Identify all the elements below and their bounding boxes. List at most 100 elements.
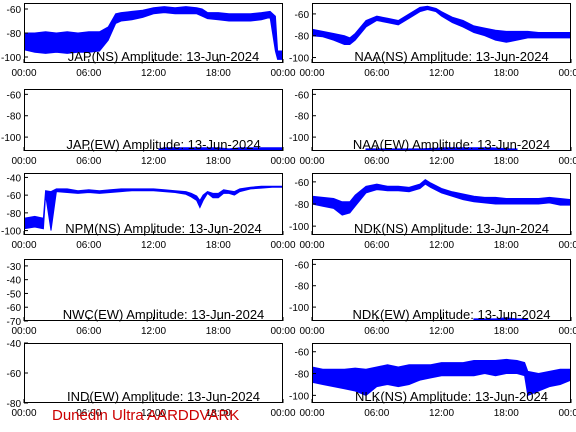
x-tick-label: 06:00 [364, 326, 389, 337]
y-tick-label: -30 [7, 262, 22, 273]
panel-naa-ns: 00:00 06:00 12:00 18:00 00:00 -60 -80 -100 NAA(N… [289, 3, 576, 79]
x-tick-label: 06:00 [76, 156, 101, 167]
amplitude-trace-jap-ew-0 [158, 147, 283, 151]
panel-jap-ns: 00:00 06:00 12:00 18:00 00:00 -60 -80 -100 JAP(N… [1, 3, 296, 79]
x-tick-label: 00:00 [299, 326, 324, 337]
x-tick-label: 00:00 [270, 326, 295, 337]
y-tick-label: -60 [7, 303, 22, 314]
x-tick-label: 18:00 [206, 156, 231, 167]
x-tick-label: 18:00 [494, 156, 519, 167]
x-tick-label: 00:00 [270, 408, 295, 419]
x-tick-label: 00:00 [11, 68, 36, 79]
x-tick-label: 00:00 [270, 68, 295, 79]
x-tick-label: 00:00 [558, 326, 576, 337]
panel-nlk-ns: 00:00 06:00 12:00 18:00 00:00 -60 -80 -100 NLK(N… [289, 343, 576, 419]
amplitude-trace-npm-ns-0 [24, 185, 283, 231]
x-tick-label: 12:00 [141, 240, 166, 251]
x-tick-label: 00:00 [299, 156, 324, 167]
amplitude-trace-jap-ns-0 [24, 6, 283, 60]
y-tick-label: -80 [295, 112, 310, 123]
y-tick-label: -40 [7, 276, 22, 287]
x-tick-label: 18:00 [206, 326, 231, 337]
panel-naa-ew: 00:00 06:00 12:00 18:00 00:00 -60 -80 -100 NAA(E… [289, 89, 576, 167]
x-tick-label: 06:00 [364, 240, 389, 251]
x-tick-label: 12:00 [429, 156, 454, 167]
y-tick-label: -100 [289, 303, 309, 314]
x-tick-label: 18:00 [206, 68, 231, 79]
amplitude-trace-nlk-ns-0 [312, 358, 571, 397]
panel-title: JAP(NS) Amplitude: 13-Jun-2024 [68, 49, 259, 64]
x-tick-label: 00:00 [270, 240, 295, 251]
y-tick-label: -60 [7, 369, 22, 380]
panel-title: NPM(NS) Amplitude: 13-Jun-2024 [65, 221, 262, 236]
y-tick-label: -100 [1, 227, 21, 238]
x-tick-label: 06:00 [364, 68, 389, 79]
x-tick-label: 12:00 [141, 156, 166, 167]
amplitude-trace-naa-ns-0 [312, 5, 571, 45]
x-tick-label: 00:00 [11, 326, 36, 337]
panel-ndk-ew: 00:00 06:00 12:00 18:00 00:00 -60 -80 -100 NDK(E… [289, 259, 576, 337]
y-tick-label: -40 [7, 173, 22, 184]
x-tick-label: 18:00 [494, 240, 519, 251]
y-tick-label: -80 [7, 112, 22, 123]
y-tick-label: -60 [295, 90, 310, 101]
x-tick-label: 18:00 [494, 326, 519, 337]
x-tick-label: 06:00 [76, 240, 101, 251]
x-tick-label: 12:00 [141, 408, 166, 419]
x-tick-label: 12:00 [141, 326, 166, 337]
x-tick-label: 00:00 [11, 408, 36, 419]
x-tick-label: 06:00 [76, 408, 101, 419]
panel-nwc-ew: 00:00 06:00 12:00 18:00 00:00 -30 -40 -50 -60 -70… [7, 259, 296, 337]
x-tick-label: 00:00 [11, 240, 36, 251]
x-tick-label: 00:00 [270, 156, 295, 167]
x-tick-label: 00:00 [299, 408, 324, 419]
x-tick-label: 00:00 [558, 156, 576, 167]
panel-npm-ns: 00:00 06:00 12:00 18:00 00:00 -40 -60 -80 -100 NP… [1, 173, 296, 251]
panel-ind-ew: 00:00 06:00 12:00 18:00 00:00 -40 -60 -80 IND(EW… [7, 339, 296, 419]
x-tick-label: 12:00 [429, 326, 454, 337]
y-tick-label: -100 [1, 53, 21, 64]
y-tick-label: -60 [7, 191, 22, 202]
x-tick-label: 12:00 [429, 408, 454, 419]
panel-title: NDK(EW) Amplitude: 13-Jun-2024 [353, 307, 551, 322]
x-tick-label: 06:00 [76, 326, 101, 337]
y-tick-label: -80 [7, 209, 22, 220]
amplitude-trace-ndk-ew-0 [473, 317, 529, 321]
y-tick-label: -60 [295, 178, 310, 189]
x-tick-label: 18:00 [494, 68, 519, 79]
x-tick-label: 18:00 [494, 408, 519, 419]
x-tick-label: 00:00 [11, 156, 36, 167]
x-tick-label: 00:00 [299, 240, 324, 251]
amplitude-trace-ndk-ns-0 [312, 178, 571, 216]
y-tick-label: -50 [7, 289, 22, 300]
footer-credit: Dunedin Ultra AARDDVARK [52, 407, 240, 424]
y-tick-label: -100 [1, 133, 21, 144]
y-tick-label: -40 [7, 339, 22, 350]
x-tick-label: 18:00 [206, 240, 231, 251]
y-tick-label: -100 [289, 391, 309, 402]
panel-title: NDK(NS) Amplitude: 13-Jun-2024 [354, 221, 549, 236]
x-tick-label: 00:00 [558, 408, 576, 419]
x-tick-label: 06:00 [364, 156, 389, 167]
y-tick-label: -60 [295, 10, 310, 21]
panel-ndk-ns: 00:00 06:00 12:00 18:00 00:00 -60 -80 -100 NDK(N… [289, 173, 576, 251]
panel-title: NAA(EW) Amplitude: 13-Jun-2024 [353, 137, 550, 152]
y-tick-label: -80 [295, 282, 310, 293]
x-tick-label: 18:00 [206, 408, 231, 419]
y-tick-label: -80 [295, 32, 310, 43]
y-tick-label: -70 [7, 317, 22, 328]
x-tick-label: 00:00 [299, 68, 324, 79]
x-tick-label: 12:00 [429, 68, 454, 79]
x-tick-label: 06:00 [76, 68, 101, 79]
y-tick-label: -100 [289, 133, 309, 144]
y-tick-label: -60 [7, 5, 22, 16]
panel-title: NAA(NS) Amplitude: 13-Jun-2024 [354, 49, 548, 64]
y-tick-label: -100 [289, 54, 309, 65]
y-tick-label: -100 [289, 222, 309, 233]
y-tick-label: -80 [295, 370, 310, 381]
panel-jap-ew: 00:00 06:00 12:00 18:00 00:00 -60 -80 -100 JAP(E… [1, 89, 296, 167]
x-tick-label: 06:00 [364, 408, 389, 419]
x-tick-label: 12:00 [429, 240, 454, 251]
y-tick-label: -60 [7, 90, 22, 101]
